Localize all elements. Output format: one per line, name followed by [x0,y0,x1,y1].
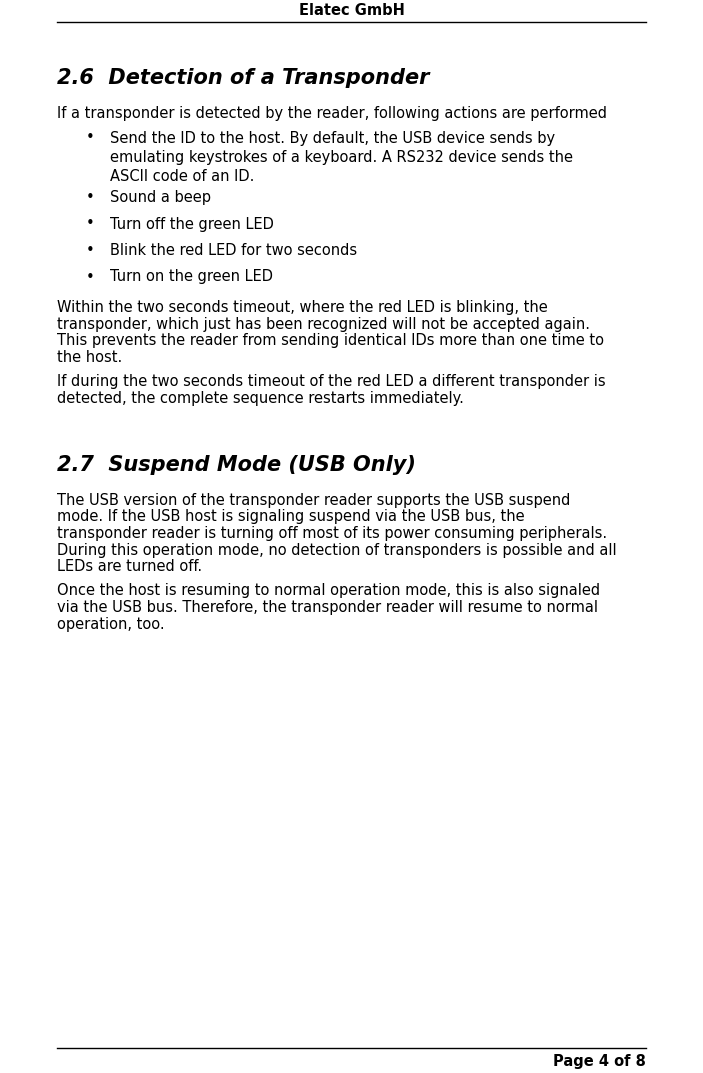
Text: detected, the complete sequence restarts immediately.: detected, the complete sequence restarts… [57,391,464,406]
Text: operation, too.: operation, too. [57,617,165,632]
Text: 2.7  Suspend Mode (USB Only): 2.7 Suspend Mode (USB Only) [57,455,416,475]
Text: Elatec GmbH: Elatec GmbH [299,3,404,18]
Text: Send the ID to the host. By default, the USB device sends by
emulating keystroke: Send the ID to the host. By default, the… [110,131,573,183]
Text: transponder, which just has been recognized will not be accepted again.: transponder, which just has been recogni… [57,317,590,332]
Text: Turn on the green LED: Turn on the green LED [110,269,273,284]
Text: mode. If the USB host is signaling suspend via the USB bus, the: mode. If the USB host is signaling suspe… [57,510,524,525]
Text: •: • [86,269,94,284]
Text: transponder reader is turning off most of its power consuming peripherals.: transponder reader is turning off most o… [57,526,607,541]
Text: If during the two seconds timeout of the red LED a different transponder is: If during the two seconds timeout of the… [57,374,605,389]
Text: •: • [86,217,94,232]
Text: If a transponder is detected by the reader, following actions are performed: If a transponder is detected by the read… [57,106,607,121]
Text: Page 4 of 8: Page 4 of 8 [553,1054,646,1069]
Text: •: • [86,242,94,258]
Text: The USB version of the transponder reader supports the USB suspend: The USB version of the transponder reade… [57,493,570,508]
Text: Blink the red LED for two seconds: Blink the red LED for two seconds [110,242,357,258]
Text: 2.6  Detection of a Transponder: 2.6 Detection of a Transponder [57,68,430,88]
Text: via the USB bus. Therefore, the transponder reader will resume to normal: via the USB bus. Therefore, the transpon… [57,600,598,615]
Text: During this operation mode, no detection of transponders is possible and all: During this operation mode, no detection… [57,543,617,558]
Text: •: • [86,131,94,146]
Text: Sound a beep: Sound a beep [110,190,211,205]
Text: LEDs are turned off.: LEDs are turned off. [57,559,202,574]
Text: Turn off the green LED: Turn off the green LED [110,217,274,232]
Text: Once the host is resuming to normal operation mode, this is also signaled: Once the host is resuming to normal oper… [57,584,600,599]
Text: •: • [86,190,94,205]
Text: the host.: the host. [57,350,122,365]
Text: Within the two seconds timeout, where the red LED is blinking, the: Within the two seconds timeout, where th… [57,300,548,315]
Text: This prevents the reader from sending identical IDs more than one time to: This prevents the reader from sending id… [57,333,604,348]
